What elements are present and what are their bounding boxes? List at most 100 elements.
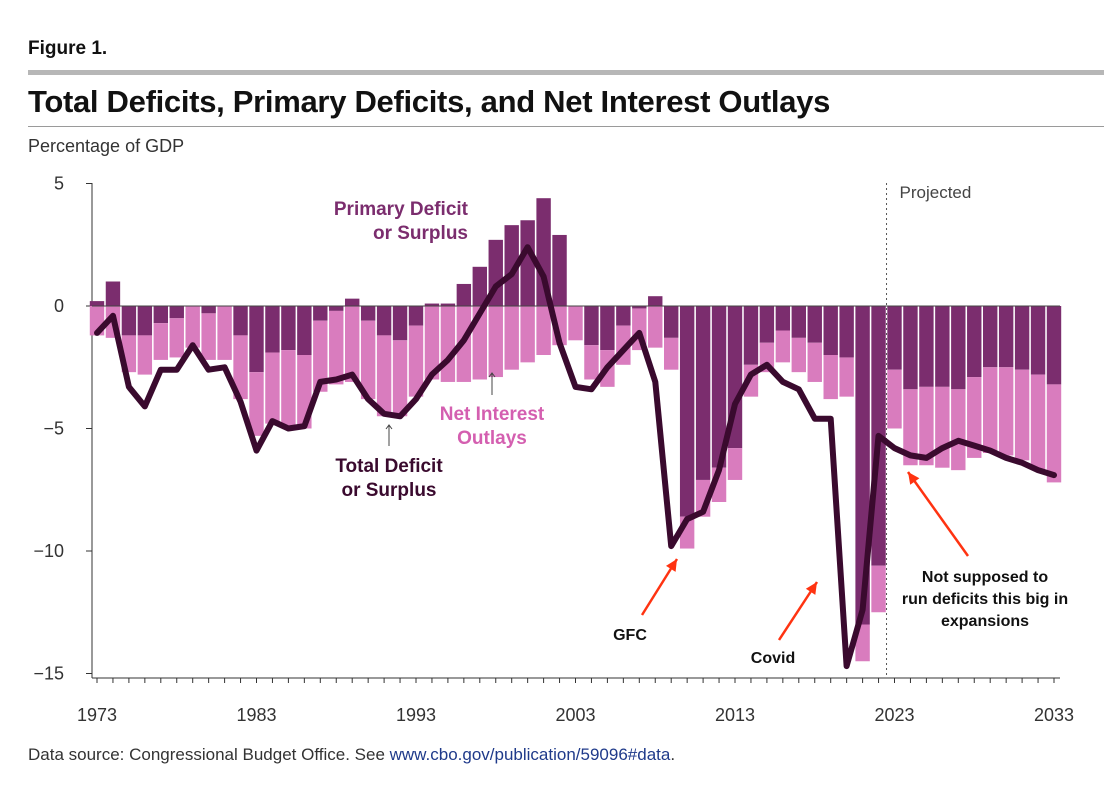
- net-interest-bar: [791, 337, 806, 373]
- net-interest-bar: [584, 345, 599, 380]
- primary-deficit-bar: [281, 306, 296, 351]
- net-interest-bar: [233, 335, 248, 400]
- primary-deficit-bar: [345, 298, 360, 306]
- data-source: Data source: Congressional Budget Office…: [28, 745, 675, 765]
- x-tick-label: 2033: [1034, 705, 1074, 725]
- y-tick-label: −5: [43, 419, 64, 439]
- x-tick-label: 1983: [236, 705, 276, 725]
- net-interest-bar: [265, 352, 280, 424]
- primary-deficit-bar: [679, 306, 695, 517]
- primary-deficit-bar: [360, 306, 376, 321]
- covid-arrow-head: [805, 582, 817, 595]
- y-tick-label: 0: [54, 296, 64, 316]
- primary-deficit-bar: [711, 306, 727, 468]
- primary-deficit-bar: [1046, 306, 1062, 385]
- primary-deficit-bar: [648, 296, 663, 306]
- net-interest-bar: [536, 306, 551, 355]
- primary-deficit-bar: [472, 266, 487, 306]
- net-interest-bar: [871, 565, 886, 613]
- x-tick-label: 1973: [77, 705, 117, 725]
- primary-deficit-bar: [791, 306, 806, 338]
- x-tick-label: 2023: [874, 705, 914, 725]
- primary-deficit-bar: [89, 301, 105, 306]
- gfc-arrow-head: [666, 559, 677, 572]
- net-interest-bar: [903, 389, 918, 466]
- y-unit-label: Percentage of GDP: [28, 136, 185, 156]
- primary-deficit-bar: [759, 306, 775, 343]
- net-interest-bar: [839, 357, 854, 397]
- primary-deficit-bar: [297, 306, 312, 355]
- net-interest-bar: [887, 369, 902, 429]
- x-tick-label: 1993: [396, 705, 436, 725]
- figure-label: Figure 1.: [28, 38, 108, 59]
- gfc-label: GFC: [613, 627, 647, 644]
- primary-deficit-bar: [408, 306, 424, 326]
- total-deficit-pointer-head: [385, 424, 393, 430]
- net-interest-bar: [998, 367, 1014, 456]
- net-interest-bar: [935, 386, 950, 468]
- primary-deficit-bar: [440, 303, 456, 306]
- primary-deficit-bar: [169, 306, 184, 319]
- net-interest-bar: [201, 313, 216, 360]
- primary-deficit-bar: [520, 220, 535, 306]
- source-link[interactable]: www.cbo.gov/publication/59096#data: [389, 745, 671, 764]
- x-tick-label: 2003: [555, 705, 595, 725]
- net-interest-bar: [169, 318, 184, 358]
- primary-deficit-bar: [105, 281, 121, 306]
- primary-deficit-bar: [632, 306, 647, 309]
- net-interest-bar: [727, 448, 743, 480]
- net-interest-bar: [360, 320, 376, 400]
- primary-deficit-bar: [376, 306, 392, 336]
- primary-deficit-bar: [743, 306, 759, 365]
- total-deficit-label: Total Deficit or Surplus: [335, 456, 443, 501]
- net-interest-bar: [520, 306, 535, 363]
- net-interest-bar: [185, 306, 200, 348]
- primary-deficit-bar: [983, 306, 998, 368]
- net-interest-bar: [983, 367, 998, 453]
- expansions-arrow-head: [908, 472, 920, 485]
- net-interest-bar: [137, 335, 153, 375]
- net-interest-bar: [807, 342, 822, 382]
- net-interest-bar: [488, 306, 503, 378]
- net-interest-bar: [775, 330, 791, 363]
- primary-deficit-bar: [887, 306, 902, 370]
- primary-deficit-bar: [1030, 306, 1046, 375]
- primary-deficit-bar: [201, 306, 216, 314]
- primary-deficit-bar: [600, 306, 615, 351]
- net-interest-bar: [249, 372, 264, 436]
- title-rule: [28, 126, 1104, 127]
- primary-deficit-bar: [616, 306, 631, 326]
- net-interest-bar: [408, 325, 424, 397]
- primary-deficit-bar: [249, 306, 264, 373]
- primary-deficit-bar: [153, 306, 168, 324]
- source-prefix: Data source: Congressional Budget Office…: [28, 745, 390, 764]
- net-interest-bar: [1046, 384, 1062, 483]
- primary-deficit-bar: [1014, 306, 1030, 370]
- covid-label: Covid: [751, 650, 795, 667]
- net-interest-bar: [1014, 369, 1030, 461]
- net-interest-pointer-head: [488, 372, 496, 378]
- net-interest-bar: [855, 624, 870, 662]
- primary-deficit-bar: [504, 225, 519, 306]
- net-interest-bar: [329, 310, 344, 385]
- primary-deficit-bar: [998, 306, 1014, 368]
- y-tick-label: −10: [33, 541, 64, 561]
- net-interest-bar: [919, 386, 934, 466]
- primary-deficit-bar: [265, 306, 280, 353]
- net-interest-label: Net Interest Outlays: [440, 404, 545, 449]
- primary-deficit-bar: [695, 306, 711, 480]
- primary-deficit-bar: [775, 306, 791, 331]
- primary-deficit-bar: [121, 306, 137, 336]
- net-interest-bar: [823, 355, 838, 400]
- primary-deficit-label: Primary Deficit or Surplus: [334, 199, 469, 244]
- net-interest-bar: [392, 340, 408, 417]
- primary-deficit-bar: [233, 306, 248, 336]
- primary-deficit-bar: [313, 306, 328, 321]
- primary-deficit-bar: [967, 306, 982, 378]
- top-rule: [28, 70, 1104, 75]
- primary-deficit-bar: [903, 306, 918, 390]
- primary-deficit-bar: [935, 306, 950, 387]
- net-interest-bar: [664, 337, 679, 370]
- net-interest-bar: [568, 306, 583, 341]
